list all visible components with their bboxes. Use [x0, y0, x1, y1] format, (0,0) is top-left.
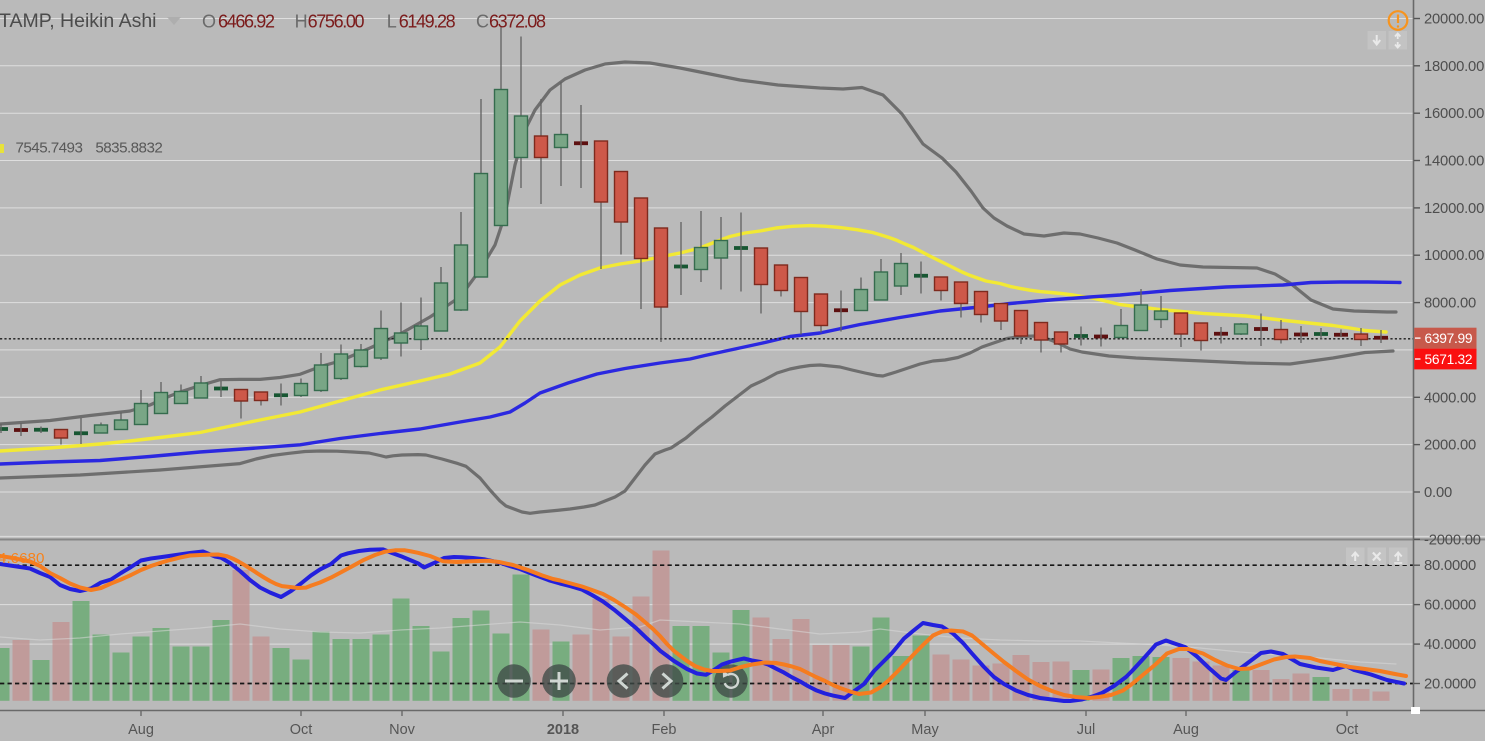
svg-text:4000.00: 4000.00 — [1424, 390, 1476, 406]
svg-text:16000.00: 16000.00 — [1424, 106, 1484, 122]
svg-text:2018: 2018 — [547, 722, 579, 738]
svg-text:0.00: 0.00 — [1424, 485, 1452, 501]
svg-text:18000.00: 18000.00 — [1424, 59, 1484, 75]
svg-text:Aug: Aug — [1173, 722, 1199, 738]
svg-text:7545.7493: 7545.7493 — [16, 140, 83, 157]
svg-text:Oct: Oct — [1336, 722, 1359, 738]
svg-text:TAMP, Heikin Ashi: TAMP, Heikin Ashi — [0, 10, 157, 32]
svg-text:Oct: Oct — [290, 722, 313, 738]
svg-text:C: C — [476, 12, 489, 32]
svg-text:L: L — [387, 12, 397, 32]
svg-text:6149.28: 6149.28 — [399, 12, 456, 32]
svg-text:-2000.00: -2000.00 — [1424, 532, 1481, 548]
svg-text:6756.00: 6756.00 — [308, 12, 365, 32]
svg-text:Apr: Apr — [812, 722, 835, 738]
svg-text:14000.00: 14000.00 — [1424, 154, 1484, 170]
svg-text:2000.00: 2000.00 — [1424, 438, 1476, 454]
svg-text:60.0000: 60.0000 — [1424, 598, 1476, 614]
svg-text:10000.00: 10000.00 — [1424, 248, 1484, 264]
svg-text:80.0000: 80.0000 — [1424, 558, 1476, 574]
svg-text:6372.08: 6372.08 — [489, 12, 546, 32]
svg-text:8000.00: 8000.00 — [1424, 296, 1476, 312]
svg-text:4.6680: 4.6680 — [0, 550, 44, 567]
svg-text:6466.92: 6466.92 — [218, 12, 275, 32]
svg-text:Nov: Nov — [389, 722, 416, 738]
svg-text:20.0000: 20.0000 — [1424, 677, 1476, 693]
svg-text:Feb: Feb — [652, 722, 677, 738]
svg-text:5835.8832: 5835.8832 — [95, 140, 162, 157]
svg-text:40.0000: 40.0000 — [1424, 637, 1476, 653]
svg-text:Jul: Jul — [1077, 722, 1096, 738]
svg-text:5671.32: 5671.32 — [1425, 352, 1473, 367]
svg-text:O: O — [202, 12, 216, 32]
svg-text:May: May — [911, 722, 939, 738]
svg-text:H: H — [295, 12, 308, 32]
svg-text:6397.99: 6397.99 — [1425, 331, 1473, 346]
svg-text:Aug: Aug — [128, 722, 154, 738]
svg-text:12000.00: 12000.00 — [1424, 201, 1484, 217]
svg-text:20000.00: 20000.00 — [1424, 12, 1484, 28]
